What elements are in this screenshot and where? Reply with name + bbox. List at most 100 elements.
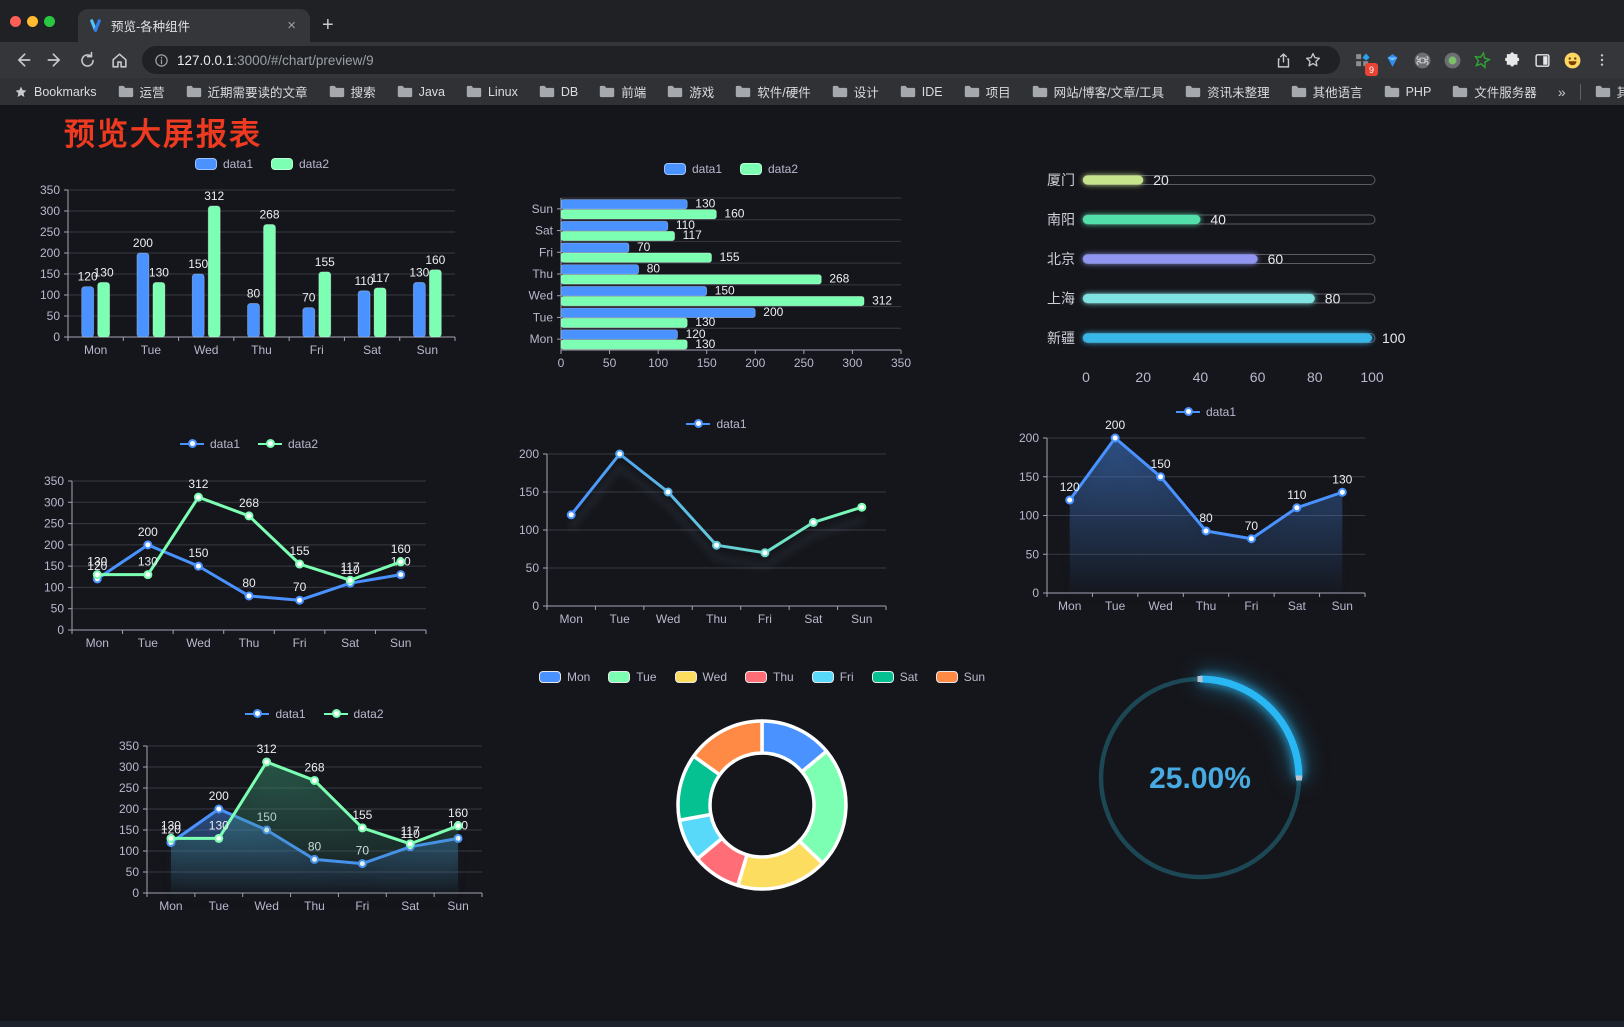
svg-text:上海: 上海 bbox=[1047, 291, 1075, 307]
legend-item[interactable]: data1 bbox=[179, 437, 240, 451]
svg-text:50: 50 bbox=[526, 561, 540, 575]
extension-record-icon[interactable] bbox=[1438, 46, 1466, 74]
legend-item[interactable]: data1 bbox=[194, 157, 253, 171]
legend-item[interactable]: Tue bbox=[608, 670, 657, 684]
legend-item[interactable]: data2 bbox=[323, 707, 384, 721]
home-icon[interactable] bbox=[104, 46, 134, 74]
reload-icon[interactable] bbox=[72, 46, 102, 74]
bookmark-item[interactable]: PHP bbox=[1384, 85, 1431, 99]
extension-menu-icon[interactable] bbox=[1588, 46, 1616, 74]
bookmark-item[interactable]: 运营 bbox=[118, 82, 165, 101]
svg-text:Wed: Wed bbox=[529, 289, 553, 303]
svg-text:80: 80 bbox=[1325, 291, 1341, 307]
svg-text:120: 120 bbox=[686, 327, 706, 341]
bookmark-item[interactable]: 项目 bbox=[964, 82, 1011, 101]
legend-item[interactable]: Thu bbox=[745, 670, 794, 684]
maximize-window-button[interactable] bbox=[44, 16, 55, 27]
bookmark-item[interactable]: DB bbox=[539, 85, 578, 99]
legend-item[interactable]: data1 bbox=[663, 162, 722, 176]
extension-badge: 9 bbox=[1365, 63, 1378, 76]
tab-close-icon[interactable]: × bbox=[287, 17, 296, 34]
svg-text:Fri: Fri bbox=[1244, 599, 1258, 613]
svg-text:Fri: Fri bbox=[758, 612, 772, 626]
share-icon[interactable] bbox=[1268, 46, 1298, 74]
svg-text:Tue: Tue bbox=[610, 612, 631, 626]
svg-text:155: 155 bbox=[315, 255, 335, 269]
svg-text:Sun: Sun bbox=[1332, 599, 1353, 613]
bookmark-star-icon[interactable] bbox=[1298, 46, 1328, 74]
other-bookmarks-item[interactable]: 其他书签 bbox=[1595, 82, 1624, 101]
bookmark-item[interactable]: 前端 bbox=[599, 82, 646, 101]
svg-text:268: 268 bbox=[304, 760, 324, 774]
back-icon[interactable] bbox=[8, 46, 38, 74]
minimize-window-button[interactable] bbox=[27, 16, 38, 27]
svg-text:50: 50 bbox=[51, 602, 65, 616]
svg-text:20: 20 bbox=[1153, 172, 1169, 188]
bookmarks-root-item[interactable]: Bookmarks bbox=[14, 85, 97, 99]
legend-item[interactable]: Sat bbox=[871, 670, 918, 684]
bookmark-item[interactable]: IDE bbox=[900, 85, 943, 99]
extension-command-icon[interactable] bbox=[1408, 46, 1436, 74]
svg-text:300: 300 bbox=[119, 760, 139, 774]
extension-puzzle-icon[interactable] bbox=[1498, 46, 1526, 74]
svg-text:Sat: Sat bbox=[341, 636, 360, 650]
svg-text:Sun: Sun bbox=[447, 899, 468, 913]
bookmark-item[interactable]: 近期需要读的文章 bbox=[186, 82, 308, 101]
extension-green-star-icon[interactable] bbox=[1468, 46, 1496, 74]
url-text[interactable]: 127.0.0.1:3000/#/chart/preview/9 bbox=[177, 52, 374, 68]
tab-favicon bbox=[90, 19, 101, 32]
svg-text:100: 100 bbox=[519, 523, 539, 537]
svg-text:0: 0 bbox=[1082, 369, 1090, 385]
bookmark-item[interactable]: 资讯未整理 bbox=[1185, 82, 1270, 101]
address-bar[interactable]: 127.0.0.1:3000/#/chart/preview/9 bbox=[142, 46, 1340, 74]
forward-icon[interactable] bbox=[40, 46, 70, 74]
bookmark-item[interactable]: 搜索 bbox=[329, 82, 376, 101]
svg-text:160: 160 bbox=[425, 253, 445, 267]
folder-icon bbox=[1185, 85, 1201, 98]
svg-text:160: 160 bbox=[391, 542, 411, 556]
extension-gem-icon[interactable] bbox=[1378, 46, 1406, 74]
bookmark-item[interactable]: Linux bbox=[466, 85, 518, 99]
legend-item[interactable]: data1 bbox=[245, 707, 306, 721]
svg-text:110: 110 bbox=[401, 827, 420, 841]
svg-text:厦门: 厦门 bbox=[1047, 172, 1075, 188]
bookmark-item[interactable]: 设计 bbox=[832, 82, 879, 101]
svg-text:120: 120 bbox=[161, 823, 181, 837]
legend-item[interactable]: Mon bbox=[538, 670, 590, 684]
svg-text:110: 110 bbox=[355, 274, 374, 288]
legend-item[interactable]: Fri bbox=[811, 670, 854, 684]
extension-emoji-icon[interactable] bbox=[1558, 46, 1586, 74]
browser-tab[interactable]: 预览-各种组件 × bbox=[78, 9, 310, 42]
bookmark-item[interactable]: 游戏 bbox=[667, 82, 714, 101]
legend-item[interactable]: data2 bbox=[740, 162, 798, 176]
legend-item[interactable]: data1 bbox=[1175, 405, 1236, 419]
svg-text:Wed: Wed bbox=[1148, 599, 1172, 613]
bookmark-item[interactable]: 其他语言 bbox=[1291, 82, 1363, 101]
legend-item[interactable]: data2 bbox=[271, 157, 329, 171]
close-window-button[interactable] bbox=[10, 16, 21, 27]
bookmark-item[interactable]: 网站/博客/文章/工具 bbox=[1032, 82, 1164, 101]
extension-grid-apps-icon[interactable]: 9 bbox=[1348, 46, 1378, 76]
svg-text:300: 300 bbox=[842, 356, 862, 370]
legend-item[interactable]: Wed bbox=[674, 670, 727, 684]
legend-item[interactable]: data2 bbox=[258, 437, 318, 451]
svg-text:100: 100 bbox=[44, 580, 64, 594]
legend-item[interactable]: data1 bbox=[686, 417, 747, 431]
bookmark-item[interactable]: 软件/硬件 bbox=[735, 82, 811, 101]
svg-text:300: 300 bbox=[44, 495, 64, 509]
folder-icon bbox=[118, 85, 133, 98]
legend-item[interactable]: Sun bbox=[935, 670, 985, 684]
svg-text:0: 0 bbox=[57, 623, 64, 637]
bookmark-item[interactable]: Java bbox=[397, 85, 445, 99]
svg-text:Thu: Thu bbox=[532, 267, 553, 281]
site-info-icon[interactable] bbox=[154, 53, 169, 68]
svg-text:130: 130 bbox=[161, 818, 181, 832]
bookmark-item[interactable]: 文件服务器 bbox=[1452, 82, 1537, 101]
svg-text:268: 268 bbox=[259, 207, 279, 221]
folder-icon bbox=[964, 85, 979, 98]
bookmarks-overflow-chevron[interactable]: » bbox=[1557, 83, 1566, 100]
new-tab-button[interactable]: + bbox=[322, 14, 334, 36]
svg-text:Mon: Mon bbox=[84, 343, 107, 357]
gauge-value: 25.00% bbox=[1149, 762, 1251, 795]
extension-split-view-icon[interactable] bbox=[1528, 46, 1556, 74]
